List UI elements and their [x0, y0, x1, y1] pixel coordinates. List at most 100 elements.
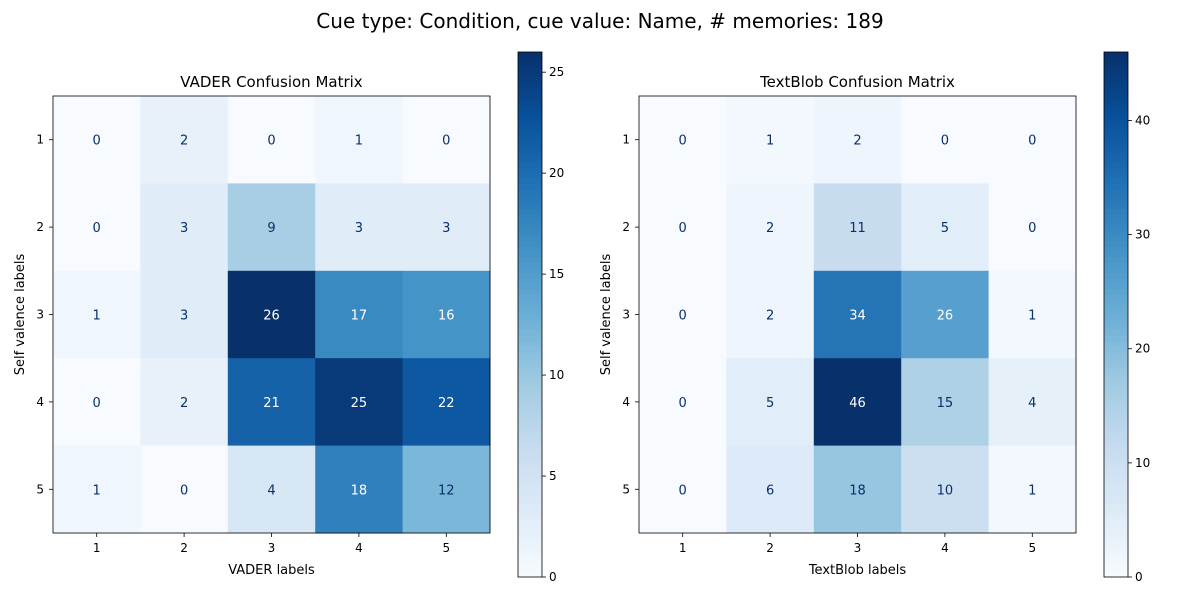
- colorbar-segment: [1104, 319, 1128, 326]
- colorbar-segment: [1104, 62, 1128, 69]
- colorbar-tick-label: 40: [1135, 113, 1150, 127]
- colorbar-segment: [518, 120, 542, 127]
- cell-value-label: 4: [1028, 396, 1036, 411]
- heatmap-cell: [53, 445, 141, 534]
- colorbar-segment: [1104, 220, 1128, 226]
- cell-value-label: 1: [1028, 483, 1036, 498]
- cell-value-label: 16: [438, 309, 455, 324]
- colorbar-segment: [518, 109, 542, 116]
- colorbar-segment: [518, 340, 542, 347]
- cell-value-label: 0: [1028, 134, 1036, 149]
- cell-value-label: 1: [93, 483, 101, 498]
- colorbar-segment: [1104, 377, 1128, 384]
- heatmap-cell: [402, 358, 491, 447]
- cell-value-label: 0: [679, 309, 687, 324]
- heatmap-cell: [726, 445, 815, 534]
- cell-value-label: 2: [180, 396, 188, 411]
- colorbar-segment: [1104, 120, 1128, 127]
- colorbar-segment: [518, 130, 542, 137]
- colorbar-segment: [518, 178, 542, 184]
- colorbar-tick-label: 20: [1135, 342, 1150, 356]
- y-tick-label: 1: [36, 133, 44, 147]
- cell-value-label: 12: [438, 483, 455, 498]
- heatmap-cell: [402, 183, 491, 272]
- colorbar-segment: [518, 361, 542, 368]
- heatmap-cell: [227, 183, 316, 272]
- colorbar-segment: [518, 272, 542, 279]
- colorbar-segment: [518, 346, 542, 352]
- y-tick-label: 5: [36, 482, 44, 496]
- heatmap-cell: [726, 270, 815, 359]
- heatmap-cell: [315, 358, 404, 447]
- colorbar-segment: [1104, 487, 1128, 494]
- colorbar-segment: [1104, 393, 1128, 400]
- colorbar-segment: [518, 230, 542, 237]
- colorbar-segment: [1104, 183, 1128, 190]
- colorbar-segment: [1104, 529, 1128, 536]
- colorbar-segment: [1104, 52, 1128, 58]
- cell-value-label: 0: [93, 396, 101, 411]
- cell-value-label: 5: [766, 396, 774, 411]
- colorbar-segment: [1104, 571, 1128, 578]
- heatmap-cell: [901, 270, 990, 359]
- colorbar-segment: [1104, 94, 1128, 100]
- colorbar-segment: [1104, 288, 1128, 295]
- colorbar-segment: [1104, 524, 1128, 531]
- colorbar-segment: [518, 251, 542, 258]
- colorbar-tick-label: 10: [549, 368, 564, 382]
- colorbar-segment: [518, 556, 542, 562]
- heatmap-cell: [988, 270, 1077, 359]
- colorbar-segment: [1104, 167, 1128, 174]
- cell-value-label: 2: [766, 309, 774, 324]
- heatmap-cell: [140, 183, 229, 272]
- y-axis-label: Self valence labels: [599, 253, 614, 375]
- colorbar-segment: [1104, 356, 1128, 363]
- x-tick-label: 1: [93, 541, 101, 555]
- colorbar-segment: [518, 519, 542, 526]
- colorbar-segment: [518, 335, 542, 342]
- cell-value-label: 3: [180, 309, 188, 324]
- heatmap-cell: [901, 183, 990, 272]
- colorbar-segment: [518, 377, 542, 384]
- colorbar-tick-label: 0: [549, 570, 557, 584]
- colorbar-segment: [518, 288, 542, 295]
- colorbar-segment: [518, 351, 542, 358]
- colorbar-segment: [1104, 430, 1128, 436]
- colorbar-segment: [1104, 241, 1128, 247]
- cell-value-label: 15: [937, 396, 954, 411]
- cell-value-label: 0: [442, 134, 450, 149]
- colorbar-segment: [1104, 125, 1128, 132]
- colorbar-segment: [1104, 293, 1128, 300]
- colorbar-segment: [1104, 508, 1128, 515]
- colorbar-segment: [1104, 146, 1128, 153]
- colorbar-segment: [518, 298, 542, 305]
- colorbar-segment: [518, 514, 542, 520]
- colorbar-segment: [518, 267, 542, 274]
- cell-value-label: 0: [679, 134, 687, 149]
- heatmap-cell: [988, 183, 1077, 272]
- x-tick-label: 2: [766, 541, 774, 555]
- colorbar-segment: [518, 220, 542, 226]
- heatmap-cell: [726, 358, 815, 447]
- colorbar-segment: [1104, 566, 1128, 573]
- heatmap-cell: [901, 96, 990, 184]
- colorbar-segment: [1104, 477, 1128, 484]
- colorbar-segment: [518, 319, 542, 326]
- colorbar-segment: [518, 183, 542, 190]
- colorbar-segment: [518, 256, 542, 263]
- cell-value-label: 17: [351, 309, 368, 324]
- colorbar-segment: [1104, 561, 1128, 568]
- colorbar-segment: [1104, 130, 1128, 137]
- colorbar-segment: [1104, 461, 1128, 468]
- heatmap-cell: [402, 445, 491, 534]
- x-tick-label: 3: [268, 541, 276, 555]
- colorbar-segment: [1104, 78, 1128, 85]
- colorbar-segment: [518, 409, 542, 415]
- y-tick-label: 2: [36, 220, 44, 234]
- colorbar-segment: [518, 540, 542, 547]
- colorbar-segment: [1104, 251, 1128, 258]
- colorbar-segment: [1104, 178, 1128, 184]
